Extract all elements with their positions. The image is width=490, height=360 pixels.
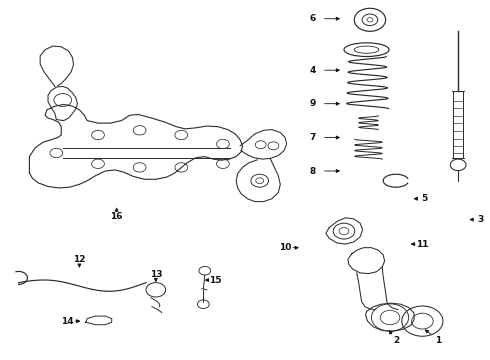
Text: 5: 5 <box>421 194 427 203</box>
Text: 10: 10 <box>279 243 292 252</box>
Text: 7: 7 <box>309 133 316 142</box>
Text: 3: 3 <box>477 215 483 224</box>
Text: 4: 4 <box>309 66 316 75</box>
Text: 16: 16 <box>110 212 123 221</box>
Text: 11: 11 <box>416 240 429 248</box>
Text: 6: 6 <box>310 14 316 23</box>
Text: 15: 15 <box>209 276 222 284</box>
Text: 9: 9 <box>309 99 316 108</box>
Text: 2: 2 <box>393 336 399 345</box>
Text: 14: 14 <box>61 317 74 325</box>
Text: 13: 13 <box>149 270 162 279</box>
Text: 8: 8 <box>310 166 316 175</box>
Text: 12: 12 <box>73 256 86 264</box>
Text: 1: 1 <box>436 336 441 345</box>
